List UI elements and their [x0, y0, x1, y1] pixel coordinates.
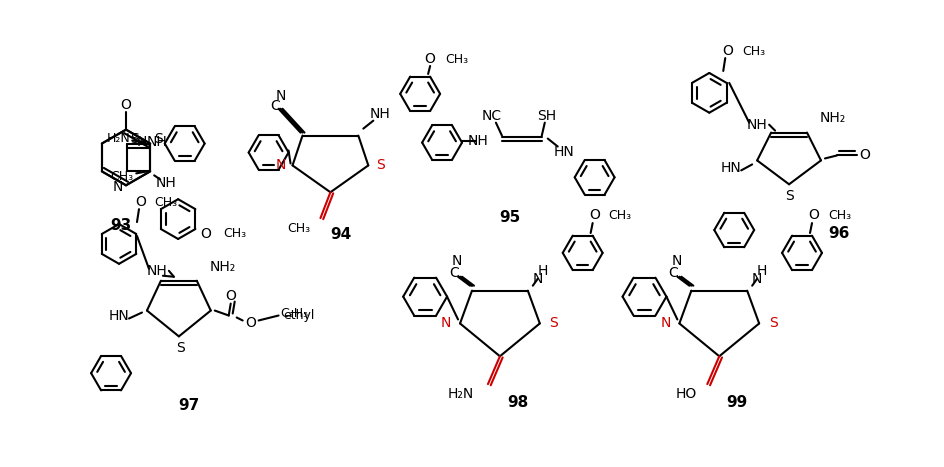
Text: CH₃: CH₃: [608, 209, 631, 222]
Text: H: H: [756, 264, 767, 278]
Text: N: N: [137, 134, 147, 149]
Text: NH: NH: [746, 118, 767, 132]
Text: NH: NH: [467, 134, 488, 148]
Text: SH: SH: [536, 109, 556, 123]
Text: O: O: [121, 98, 131, 112]
Text: CH₃: CH₃: [154, 196, 177, 209]
Text: HN: HN: [109, 309, 129, 323]
Text: HN: HN: [720, 162, 741, 176]
Text: C: C: [667, 266, 678, 280]
Text: CH₃: CH₃: [827, 209, 851, 222]
Text: NH: NH: [156, 177, 177, 190]
Text: CH₃: CH₃: [445, 53, 467, 65]
Text: H₂N: H₂N: [107, 132, 130, 145]
Text: 93: 93: [110, 218, 131, 233]
Text: H₂N: H₂N: [447, 387, 474, 401]
Text: NH: NH: [146, 134, 167, 149]
Text: CH₃: CH₃: [287, 221, 311, 234]
Text: N: N: [441, 317, 451, 331]
Text: NH₂: NH₂: [819, 111, 845, 125]
Text: S: S: [784, 189, 793, 203]
Text: S: S: [154, 132, 162, 146]
Text: S: S: [767, 317, 777, 331]
Text: S: S: [548, 317, 558, 331]
Text: C: C: [270, 99, 280, 113]
Text: HN: HN: [553, 146, 574, 160]
Text: NH: NH: [369, 107, 390, 120]
Text: NH: NH: [146, 264, 167, 278]
Text: NC: NC: [481, 109, 501, 123]
Text: NH₂: NH₂: [210, 260, 236, 274]
Text: O: O: [135, 195, 146, 209]
Text: N: N: [751, 272, 762, 286]
Text: N: N: [275, 158, 285, 172]
Text: N: N: [112, 180, 123, 194]
Text: O: O: [588, 208, 599, 222]
Text: H: H: [537, 264, 548, 278]
Text: 95: 95: [498, 210, 520, 225]
Text: CH₃: CH₃: [110, 170, 134, 183]
Text: O: O: [200, 227, 211, 241]
Text: CH₃: CH₃: [741, 44, 765, 57]
Text: O: O: [858, 149, 869, 163]
Text: ethyl: ethyl: [283, 309, 314, 322]
Text: HO: HO: [675, 387, 697, 401]
Text: 98: 98: [507, 396, 528, 410]
Text: O: O: [244, 317, 256, 331]
Text: CH₃: CH₃: [223, 227, 245, 241]
Text: N: N: [670, 254, 681, 268]
Text: N: N: [660, 317, 670, 331]
Text: 99: 99: [726, 396, 747, 410]
Text: O: O: [808, 208, 818, 222]
Text: 94: 94: [329, 227, 350, 242]
Text: N: N: [451, 254, 462, 268]
Text: O: O: [424, 52, 435, 66]
Text: C: C: [448, 266, 459, 280]
Text: S: S: [130, 132, 139, 146]
Text: O: O: [225, 289, 236, 303]
Text: 96: 96: [827, 226, 849, 241]
Text: N: N: [275, 89, 285, 103]
Text: S: S: [376, 158, 384, 172]
Text: N: N: [532, 272, 543, 286]
Text: C₂H₅: C₂H₅: [280, 307, 309, 320]
Text: 97: 97: [178, 398, 199, 413]
Text: O: O: [721, 44, 732, 58]
Text: S: S: [177, 341, 185, 355]
